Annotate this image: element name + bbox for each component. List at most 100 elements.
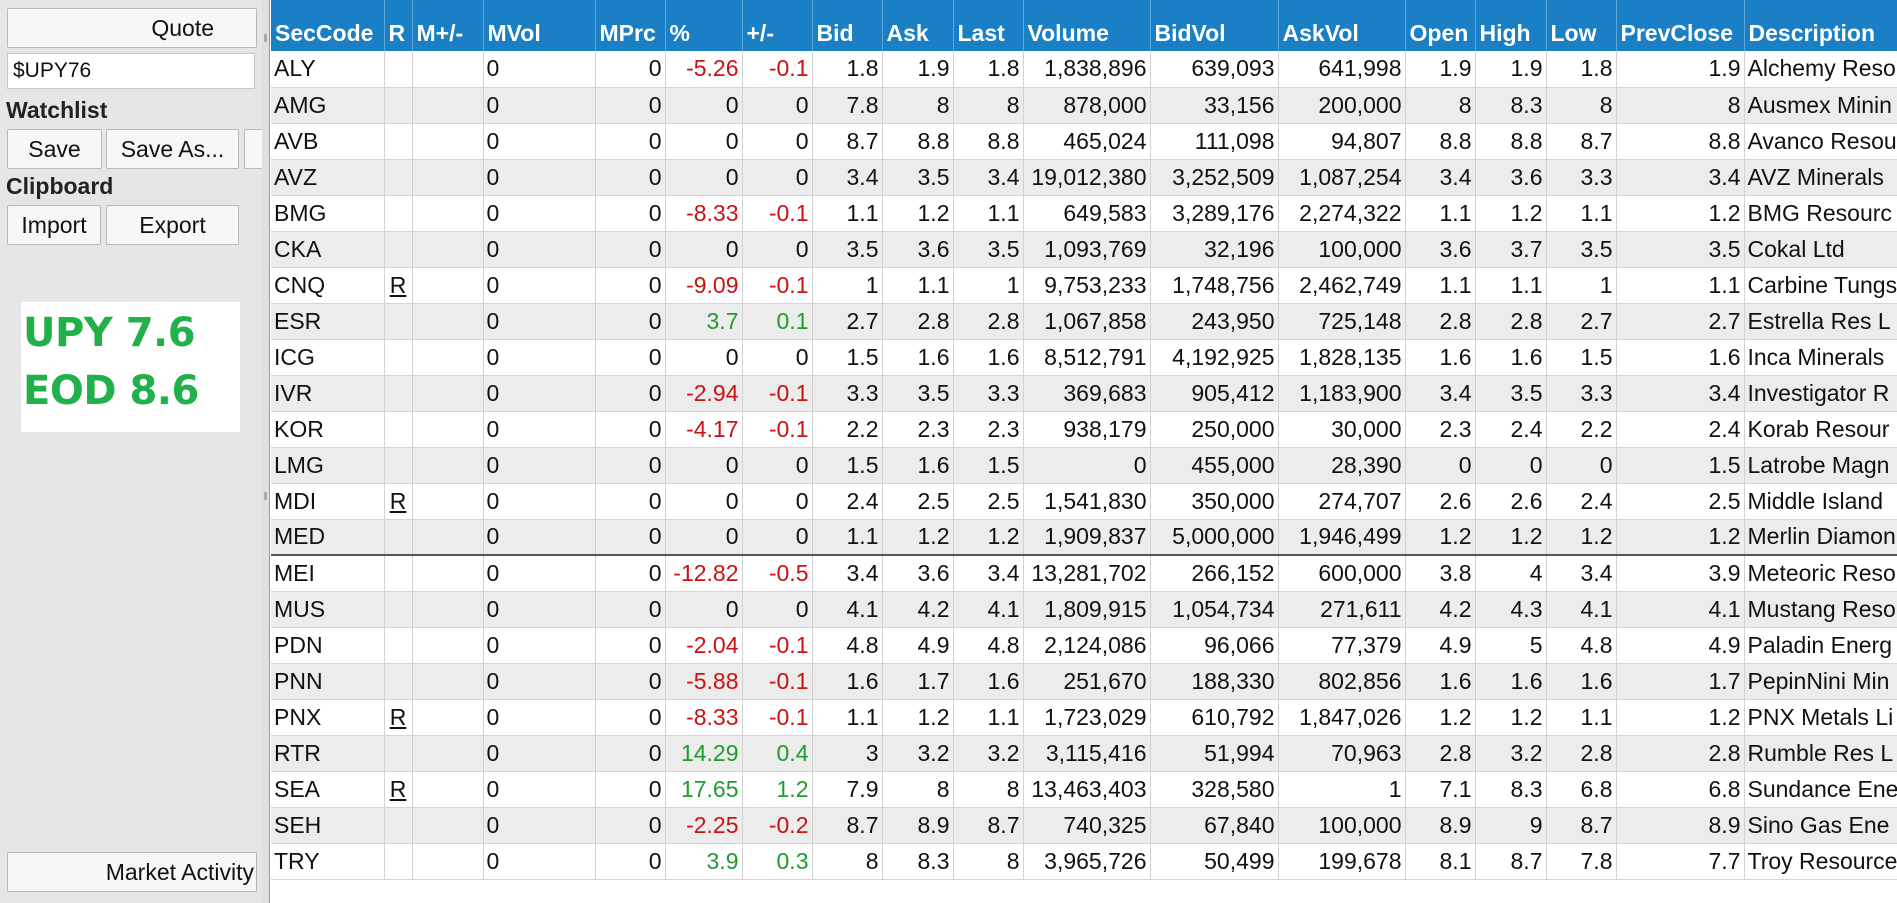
column-header-open[interactable]: Open bbox=[1405, 0, 1476, 51]
column-header-mprc[interactable]: MPrc bbox=[595, 0, 666, 51]
cell-high: 8.7 bbox=[1475, 843, 1547, 880]
cell-description: Carbine Tungs bbox=[1744, 267, 1897, 304]
more-button[interactable] bbox=[244, 129, 264, 169]
column-header-bid[interactable]: Bid bbox=[812, 0, 883, 51]
cell-low: 0 bbox=[1546, 447, 1617, 484]
cell-ask: 2.8 bbox=[882, 303, 954, 340]
table-row[interactable]: CNQ R 0 0 -9.09 -0.1 1 1.1 1 9,753,233 1,748,756 2,… bbox=[271, 267, 1897, 304]
export-button[interactable]: Export bbox=[106, 205, 239, 245]
table-row[interactable]: CKA 0 0 0 0 3.5 3.6 3.5 1,093,769 32,196 100,000 3.… bbox=[271, 231, 1897, 268]
table-row[interactable]: BMG 0 0 -8.33 -0.1 1.1 1.2 1.1 649,583 3,289,176 2… bbox=[271, 195, 1897, 232]
table-row[interactable]: MDI R 0 0 0 0 2.4 2.5 2.5 1,541,830 350,000 274,707… bbox=[271, 483, 1897, 520]
cell-mvol: 0 bbox=[483, 411, 596, 448]
quote-input[interactable] bbox=[7, 53, 255, 89]
column-header-volume[interactable]: Volume bbox=[1023, 0, 1151, 51]
cell-prevclose: 1.6 bbox=[1616, 339, 1745, 376]
cell-high: 1.6 bbox=[1475, 339, 1547, 376]
cell-: -8.33 bbox=[665, 699, 743, 736]
table-row[interactable]: ICG 0 0 0 0 1.5 1.6 1.6 8,512,791 4,192,925 1,828,… bbox=[271, 339, 1897, 376]
table-row[interactable]: ESR 0 0 3.7 0.1 2.7 2.8 2.8 1,067,858 243,950 725,… bbox=[271, 303, 1897, 340]
cell-ask: 2.3 bbox=[882, 411, 954, 448]
cell-prevclose: 3.4 bbox=[1616, 375, 1745, 412]
table-row[interactable]: MUS 0 0 0 0 4.1 4.2 4.1 1,809,915 1,054,734 271,61… bbox=[271, 591, 1897, 628]
cell-r bbox=[384, 663, 413, 700]
cell-bidvol: 639,093 bbox=[1150, 51, 1279, 88]
cell-mvol: 0 bbox=[483, 771, 596, 808]
cell-low: 3.3 bbox=[1546, 159, 1617, 196]
table-row[interactable]: RTR 0 0 14.29 0.4 3 3.2 3.2 3,115,416 51,994 70,96… bbox=[271, 735, 1897, 772]
cell-r bbox=[384, 87, 413, 124]
table-row[interactable]: MED 0 0 0 0 1.1 1.2 1.2 1,909,837 5,000,000 1,946,… bbox=[271, 519, 1897, 556]
cell-open: 0 bbox=[1405, 447, 1476, 484]
column-header-m[interactable]: M+/- bbox=[412, 0, 484, 51]
cell-description: Estrella Res L bbox=[1744, 303, 1897, 340]
table-row[interactable]: KOR 0 0 -4.17 -0.1 2.2 2.3 2.3 938,179 250,000 30,… bbox=[271, 411, 1897, 448]
cell-seccode: PNX bbox=[271, 699, 385, 736]
table-row[interactable]: PNN 0 0 -5.88 -0.1 1.6 1.7 1.6 251,670 188,330 802… bbox=[271, 663, 1897, 700]
cell-volume: 0 bbox=[1023, 447, 1151, 484]
table-row[interactable]: PNX R 0 0 -8.33 -0.1 1.1 1.2 1.1 1,723,029 610,792… bbox=[271, 699, 1897, 736]
cell-askvol: 1,828,135 bbox=[1278, 339, 1406, 376]
cell-: -0.1 bbox=[742, 195, 813, 232]
table-row[interactable]: AVZ 0 0 0 0 3.4 3.5 3.4 19,012,380 3,252,509 1,087… bbox=[271, 159, 1897, 196]
cell-seccode: TRY bbox=[271, 843, 385, 880]
column-header-seccode[interactable]: SecCode bbox=[271, 0, 385, 51]
column-header-description[interactable]: Description bbox=[1744, 0, 1897, 51]
cell-: 0 bbox=[665, 87, 743, 124]
cell-volume: 878,000 bbox=[1023, 87, 1151, 124]
column-header-[interactable]: % bbox=[665, 0, 743, 51]
column-header-last[interactable]: Last bbox=[953, 0, 1024, 51]
cell-mvol: 0 bbox=[483, 339, 596, 376]
table-row[interactable]: SEA R 0 0 17.65 1.2 7.9 8 8 13,463,403 328,580 1 7.1… bbox=[271, 771, 1897, 808]
column-header-askvol[interactable]: AskVol bbox=[1278, 0, 1406, 51]
cell-: -12.82 bbox=[665, 554, 743, 592]
cell-: 0 bbox=[742, 87, 813, 124]
cell-high: 2.4 bbox=[1475, 411, 1547, 448]
column-header-r[interactable]: R bbox=[384, 0, 413, 51]
cell-mvol: 0 bbox=[483, 591, 596, 628]
cell-: -0.1 bbox=[742, 375, 813, 412]
cell-bid: 4.8 bbox=[812, 627, 883, 664]
table-row[interactable]: LMG 0 0 0 0 1.5 1.6 1.5 0 455,000 28,390 0 0 0 1.5 Latr… bbox=[271, 447, 1897, 484]
save-button[interactable]: Save bbox=[7, 129, 102, 169]
cell-high: 2.8 bbox=[1475, 303, 1547, 340]
cell-mvol: 0 bbox=[483, 699, 596, 736]
column-header-low[interactable]: Low bbox=[1546, 0, 1617, 51]
table-row[interactable]: SEH 0 0 -2.25 -0.2 8.7 8.9 8.7 740,325 67,840 100,… bbox=[271, 807, 1897, 844]
cell-prevclose: 1.5 bbox=[1616, 447, 1745, 484]
column-header-ask[interactable]: Ask bbox=[882, 0, 954, 51]
cell-r bbox=[384, 303, 413, 340]
cell-bidvol: 4,192,925 bbox=[1150, 339, 1279, 376]
table-row[interactable]: ALY 0 0 -5.26 -0.1 1.8 1.9 1.8 1,838,896 639,093 6… bbox=[271, 51, 1897, 88]
table-row[interactable]: MEI 0 0 -12.82 -0.5 3.4 3.6 3.4 13,281,702 266,15… bbox=[271, 554, 1897, 592]
table-row[interactable]: AMG 0 0 0 0 7.8 8 8 878,000 33,156 200,000 8 8.3 8 8 Au… bbox=[271, 87, 1897, 124]
cell-: -0.2 bbox=[742, 807, 813, 844]
cell-open: 2.8 bbox=[1405, 303, 1476, 340]
table-row[interactable]: IVR 0 0 -2.94 -0.1 3.3 3.5 3.3 369,683 905,412 1,1… bbox=[271, 375, 1897, 412]
column-header-[interactable]: +/- bbox=[742, 0, 813, 51]
import-button[interactable]: Import bbox=[7, 205, 101, 245]
table-row[interactable]: TRY 0 0 3.9 0.3 8 8.3 8 3,965,726 50,499 199,678 8.… bbox=[271, 843, 1897, 880]
cell-: 0 bbox=[665, 123, 743, 160]
market-activity-button[interactable]: Market Activity bbox=[7, 852, 257, 892]
cell-r: R bbox=[384, 267, 413, 304]
cell-low: 3.4 bbox=[1546, 554, 1617, 592]
cell-ask: 1.2 bbox=[882, 699, 954, 736]
cell-description: PepinNini Min bbox=[1744, 663, 1897, 700]
column-header-mvol[interactable]: MVol bbox=[483, 0, 596, 51]
column-header-bidvol[interactable]: BidVol bbox=[1150, 0, 1279, 51]
quote-button[interactable]: Quote bbox=[7, 8, 257, 48]
cell-high: 8.3 bbox=[1475, 771, 1547, 808]
cell-ask: 4.9 bbox=[882, 627, 954, 664]
cell-open: 4.9 bbox=[1405, 627, 1476, 664]
cell-low: 1.1 bbox=[1546, 699, 1617, 736]
column-header-high[interactable]: High bbox=[1475, 0, 1547, 51]
table-row[interactable]: PDN 0 0 -2.04 -0.1 4.8 4.9 4.8 2,124,086 96,066 77… bbox=[271, 627, 1897, 664]
table-row[interactable]: AVB 0 0 0 0 8.7 8.8 8.8 465,024 111,098 94,807 8.8 8… bbox=[271, 123, 1897, 160]
save-as-button[interactable]: Save As... bbox=[106, 129, 239, 169]
cell-: 0.4 bbox=[742, 735, 813, 772]
splitter-handle[interactable] bbox=[262, 0, 270, 903]
cell-ask: 1.1 bbox=[882, 267, 954, 304]
column-header-prevclose[interactable]: PrevClose bbox=[1616, 0, 1745, 51]
cell-ask: 3.2 bbox=[882, 735, 954, 772]
